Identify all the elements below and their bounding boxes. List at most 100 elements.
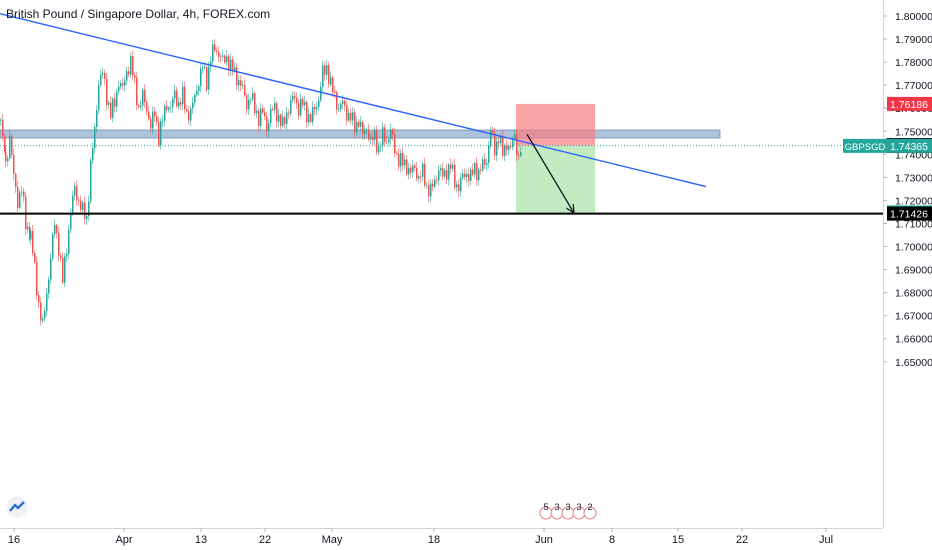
candle-body: [492, 130, 494, 133]
x-tick-label: 8: [609, 534, 615, 546]
candle-body: [172, 98, 174, 108]
candle-body: [194, 95, 196, 103]
candle-body: [78, 199, 80, 201]
candle-body: [36, 261, 38, 296]
candle-body: [506, 145, 508, 151]
candle-body: [424, 163, 426, 186]
candle-body: [23, 191, 25, 197]
candle-body: [276, 103, 278, 122]
projection-arrow-head: [566, 204, 575, 215]
candle-body: [170, 107, 172, 108]
candle-body: [224, 55, 226, 63]
candle-body: [248, 99, 250, 110]
candle-body: [266, 116, 268, 132]
candle-body: [9, 135, 11, 159]
candle-body: [40, 302, 42, 321]
candle-body: [484, 159, 486, 165]
candle-body: [458, 184, 460, 192]
candle-body: [326, 65, 328, 75]
candle-body: [244, 84, 246, 96]
y-tick-label: 1.73000: [895, 172, 932, 184]
candle-body: [66, 253, 68, 257]
candle-body: [398, 153, 400, 167]
candle-body: [222, 55, 224, 57]
candle-body: [352, 112, 354, 121]
candle-body: [350, 112, 352, 121]
candle-body: [264, 112, 266, 117]
candle-body: [252, 93, 254, 100]
candle-body: [272, 109, 274, 110]
candle-body: [404, 159, 406, 166]
candle-body: [282, 117, 284, 126]
y-tick-label: 1.66000: [895, 334, 932, 346]
event-marker: [583, 506, 597, 520]
candle-body: [392, 129, 394, 135]
y-tick-label: 1.67000: [895, 311, 932, 323]
candle-body: [258, 110, 260, 126]
candle-body: [76, 186, 78, 200]
candle-body: [116, 91, 118, 107]
candle-body: [400, 152, 402, 167]
candle-body: [246, 95, 248, 110]
candle-body: [228, 56, 230, 71]
candle-body: [86, 216, 88, 220]
y-tick-label: 1.75000: [895, 126, 932, 138]
candle-body: [302, 98, 304, 106]
candle-body: [274, 103, 276, 110]
candle-body: [280, 114, 282, 126]
candle-body: [440, 168, 442, 171]
candle-body: [340, 103, 342, 110]
candle-body: [422, 163, 424, 177]
stop-loss-zone: [516, 103, 595, 146]
candle-body: [142, 89, 144, 106]
x-tick-label: 22: [736, 534, 748, 546]
candle-body: [316, 107, 318, 110]
candle-body: [238, 80, 240, 86]
y-tick-label: 1.69000: [895, 265, 932, 277]
candle-body: [62, 257, 64, 283]
x-tick-label: Jun: [535, 534, 553, 546]
candle-body: [442, 168, 444, 177]
candle-body: [354, 112, 356, 133]
take-profit-zone: [516, 145, 595, 213]
candle-body: [214, 44, 216, 51]
candle-body: [164, 106, 166, 121]
candle-body: [296, 97, 298, 104]
candle-body: [298, 103, 300, 116]
candle-body: [218, 51, 220, 57]
candle-body: [356, 121, 358, 133]
projection-arrow: [526, 133, 575, 214]
candle-body: [13, 154, 15, 175]
candle-body: [5, 151, 7, 162]
candle-body: [450, 164, 452, 169]
descending-trendline: [0, 13, 707, 188]
candle-body: [286, 112, 288, 124]
candle-body: [518, 155, 520, 157]
candle-body: [358, 121, 360, 127]
candle-body: [336, 92, 338, 110]
candle-body: [94, 127, 96, 149]
candle-body: [476, 163, 478, 181]
candle-body: [64, 256, 66, 283]
candle-body: [44, 310, 46, 319]
candle-body: [72, 195, 74, 214]
candle-body: [292, 95, 294, 101]
candle-body: [84, 202, 86, 220]
candle-body: [490, 130, 492, 146]
candle-body: [420, 176, 422, 178]
candle-body: [368, 129, 370, 140]
candle-body: [444, 170, 446, 177]
candle-body: [338, 109, 340, 110]
candle-body: [68, 229, 70, 254]
candle-body: [496, 141, 498, 156]
candle-body: [486, 162, 488, 165]
candle-body: [300, 98, 302, 116]
candle-body: [140, 105, 142, 107]
symbol-tag: [843, 138, 887, 153]
candle-body: [168, 107, 170, 110]
candle-body: [11, 135, 13, 155]
candle-body: [348, 112, 350, 121]
candle-body: [242, 84, 244, 86]
